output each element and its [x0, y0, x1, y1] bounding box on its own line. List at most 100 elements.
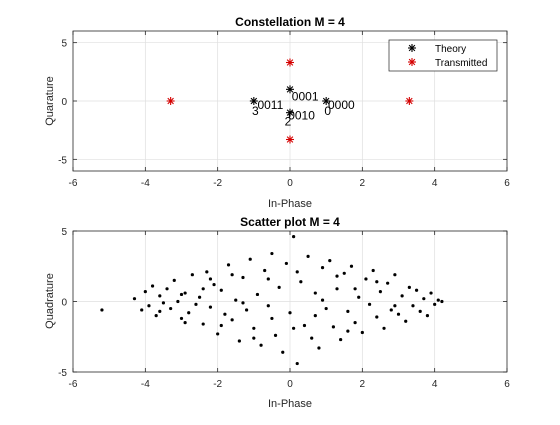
x-tick-label: -2	[213, 379, 222, 390]
scatter-point	[266, 277, 270, 281]
scatter-point	[183, 291, 187, 295]
scatter-point	[132, 297, 137, 301]
scatter-title: Scatter plot M = 4	[240, 215, 340, 229]
x-tick-label: -6	[69, 379, 78, 390]
legend-box	[388, 39, 498, 72]
x-tick-label: 0	[287, 379, 293, 390]
scatter-point	[230, 318, 234, 322]
transmitted-point	[286, 58, 294, 67]
point-annotation: 3	[252, 104, 259, 118]
scatter-point	[364, 277, 368, 281]
scatter-point	[418, 309, 422, 313]
x-tick-label: -4	[141, 379, 150, 390]
scatter-point	[270, 316, 274, 321]
scatter-point	[143, 290, 147, 294]
scatter-point	[147, 304, 151, 308]
scatter-point	[158, 294, 162, 298]
scatter-point	[349, 264, 354, 268]
scatter-point	[317, 346, 321, 350]
scatter-marks	[100, 235, 444, 366]
scatter-grid	[73, 231, 507, 372]
scatter-point	[292, 326, 296, 330]
scatter-ylabel: Quadrature	[44, 273, 56, 329]
y-tick-label: 5	[61, 39, 67, 50]
scatter-point	[378, 290, 383, 294]
scatter-point	[154, 314, 158, 318]
scatter-point	[414, 288, 419, 292]
constellation-legend: Theory Transmitted	[388, 39, 498, 72]
scatter-point	[230, 273, 234, 277]
theory-point	[286, 108, 294, 117]
scatter-point	[208, 277, 213, 281]
scatter-point	[353, 287, 357, 291]
scatter-point	[248, 257, 252, 261]
scatter-point	[328, 259, 332, 263]
x-tick-label: 6	[504, 379, 510, 390]
scatter-point	[375, 315, 379, 319]
x-tick-label: 4	[432, 178, 438, 189]
scatter-point	[357, 295, 361, 299]
point-annotation: 2	[285, 115, 292, 129]
scatter-point	[346, 329, 350, 333]
scatter-point	[375, 280, 379, 284]
scatter-point	[371, 268, 375, 273]
scatter-point	[324, 306, 328, 311]
scatter-ticks: -6 -4 -2 0 2 4 6 -5 0 5	[58, 227, 510, 390]
scatter-point	[425, 314, 430, 318]
transmitted-point	[405, 97, 414, 105]
y-tick-label: 0	[61, 298, 67, 309]
scatter-point	[422, 297, 426, 301]
scatter-point	[190, 273, 194, 277]
scatter-point	[197, 295, 202, 299]
scatter-point	[306, 254, 310, 258]
legend-theory-label: Theory	[435, 44, 466, 55]
x-tick-label: 2	[360, 178, 366, 189]
legend-theory-marker	[408, 44, 416, 52]
scatter-point	[273, 333, 278, 337]
scatter-point	[320, 298, 325, 302]
theory-point	[322, 97, 331, 105]
constellation-xlabel: In-Phase	[268, 198, 312, 210]
scatter-point	[436, 298, 440, 302]
scatter-point	[382, 326, 386, 330]
theory-point	[286, 85, 294, 94]
scatter-point	[335, 287, 339, 291]
scatter-point	[313, 314, 317, 318]
scatter-point	[252, 326, 256, 330]
scatter-point	[360, 330, 364, 335]
scatter-point	[263, 268, 267, 273]
scatter-xlabel: In-Phase	[268, 398, 312, 410]
y-tick-label: -5	[58, 155, 67, 166]
scatter-point	[339, 337, 343, 342]
scatter-point	[281, 350, 285, 354]
scatter-point	[277, 285, 281, 289]
scatter-point	[223, 312, 227, 316]
scatter-point	[165, 287, 169, 291]
legend-theory-asterisk	[408, 44, 416, 52]
transmitted-point	[286, 135, 294, 144]
scatter-point	[226, 263, 231, 267]
scatter-point	[241, 301, 245, 305]
point-annotation: 0010	[288, 109, 315, 123]
y-tick-label: 0	[61, 97, 67, 108]
legend-transmitted-marker	[408, 58, 416, 66]
scatter-point	[353, 321, 357, 325]
scatter-point	[313, 291, 317, 295]
scatter-point	[216, 332, 220, 336]
scatter-point	[346, 309, 350, 313]
constellation-title: Constellation M = 4	[235, 15, 345, 29]
scatter-point	[252, 336, 256, 340]
scatter-point	[183, 321, 187, 325]
scatter-point	[335, 274, 339, 278]
y-tick-label: 5	[61, 227, 67, 238]
scatter-point	[255, 292, 260, 297]
legend-transmitted-asterisk	[408, 58, 416, 66]
scatter-point	[331, 325, 335, 329]
x-tick-label: -6	[69, 178, 78, 189]
scatter-point	[266, 304, 270, 308]
scatter-point	[176, 299, 180, 304]
scatter-point	[150, 284, 155, 288]
scatter-point	[201, 287, 205, 291]
